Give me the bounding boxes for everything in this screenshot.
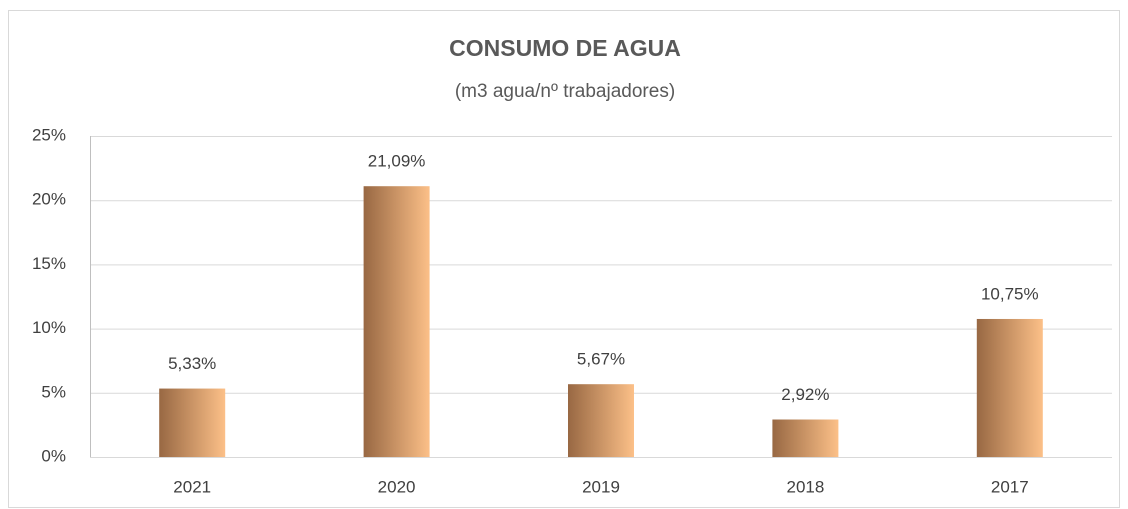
y-tick-label: 10% — [32, 318, 66, 337]
bar — [363, 186, 430, 457]
x-tick-label: 2018 — [786, 477, 824, 496]
y-tick-label: 5% — [41, 382, 66, 401]
y-tick-label: 25% — [32, 125, 66, 144]
data-label: 21,09% — [368, 152, 426, 171]
data-label: 10,75% — [981, 284, 1039, 303]
x-tick-label: 2020 — [378, 477, 416, 496]
data-label: 5,33% — [168, 354, 216, 373]
data-label: 2,92% — [781, 385, 829, 404]
chart-title: CONSUMO DE AGUA — [449, 35, 681, 61]
y-tick-label: 0% — [41, 446, 66, 465]
bar — [772, 419, 839, 457]
bar — [568, 384, 634, 457]
x-tick-label: 2017 — [991, 477, 1029, 496]
chart-subtitle: (m3 agua/nº trabajadores) — [455, 81, 675, 102]
data-label: 5,67% — [577, 350, 625, 369]
y-tick-label: 15% — [32, 254, 66, 273]
y-tick-label: 20% — [32, 190, 66, 209]
x-tick-label: 2021 — [173, 477, 211, 496]
bar — [159, 388, 226, 457]
bar — [976, 318, 1043, 457]
x-tick-label: 2019 — [582, 477, 620, 496]
